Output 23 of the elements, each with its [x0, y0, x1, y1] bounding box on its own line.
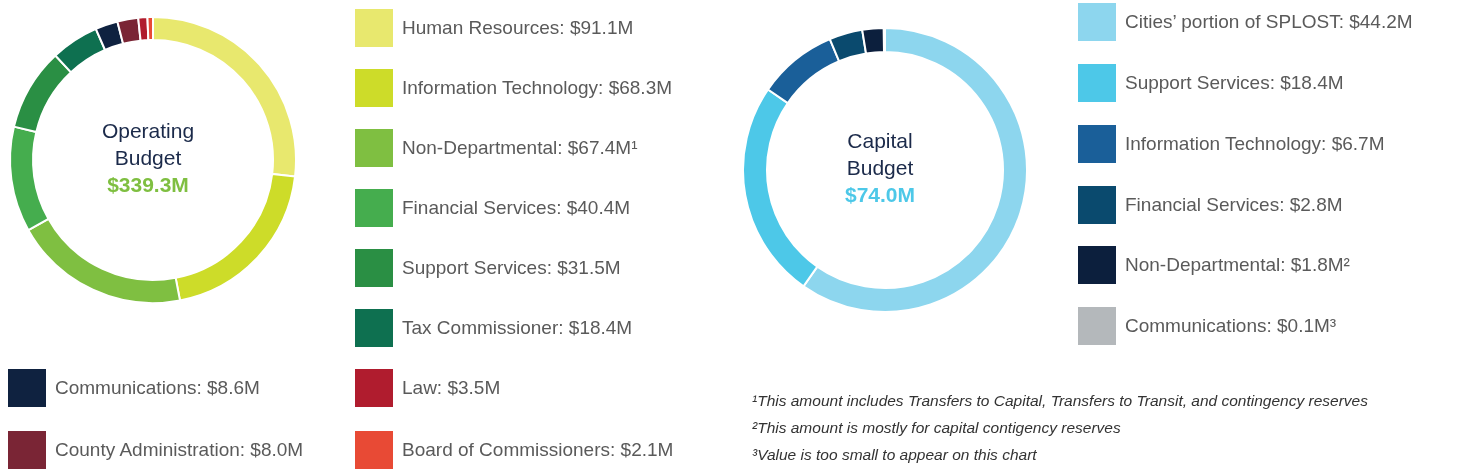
legend-label: Support Services: $31.5M: [402, 257, 621, 279]
text: Capital Budget: [845, 128, 915, 181]
legend-label: Human Resources: $91.1M: [402, 17, 634, 39]
legend-label: Communications: $0.1M³: [1125, 315, 1337, 337]
legend-label: Information Technology: $68.3M: [402, 77, 673, 99]
legend-label: Tax Commissioner: $18.4M: [402, 317, 633, 339]
text: ²This amount is mostly for capital contigency reserves: [752, 419, 1121, 437]
legend-label: County Administration: $8.0M: [55, 439, 304, 461]
text: $74.0M: [843, 182, 916, 208]
legend-label: Support Services: $18.4M: [1125, 72, 1344, 94]
legend-label: Financial Services: $40.4M: [402, 197, 631, 219]
legend-label: Financial Services: $2.8M: [1125, 194, 1343, 216]
legend-label: Information Technology: $6.7M: [1125, 133, 1385, 155]
legend-label: Cities’ portion of SPLOST: $44.2M: [1125, 11, 1413, 33]
legend-label: Communications: $8.6M: [55, 377, 260, 399]
legend-label: Non-Departmental: $67.4M¹: [402, 137, 638, 159]
legend-label: Law: $3.5M: [402, 377, 501, 399]
text: ¹This amount includes Transfers to Capital, Transfers to Transit, and contingency reserves: [752, 392, 1368, 410]
text: $339.3M: [106, 172, 190, 198]
legend-label: Board of Commissioners: $2.1M: [402, 439, 674, 461]
text: ³Value is too small to appear on this chart: [752, 446, 1037, 464]
text: Operating Budget: [100, 118, 196, 171]
legend-label: Non-Departmental: $1.8M²: [1125, 254, 1350, 276]
